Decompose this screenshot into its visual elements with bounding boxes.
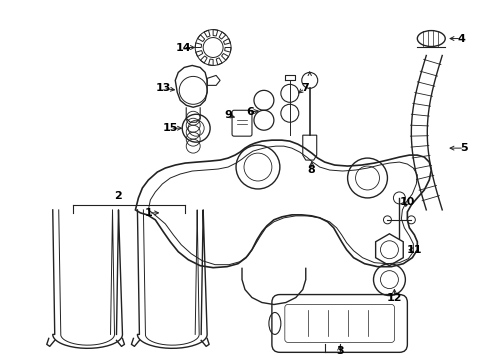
Text: 15: 15: [163, 123, 178, 133]
Text: 1: 1: [144, 208, 152, 218]
Text: 8: 8: [307, 165, 315, 175]
Text: 10: 10: [399, 197, 414, 207]
Text: 12: 12: [386, 293, 401, 302]
Text: 4: 4: [456, 33, 464, 44]
Text: 5: 5: [459, 143, 467, 153]
Text: 9: 9: [224, 110, 231, 120]
Text: 11: 11: [406, 245, 421, 255]
Text: 3: 3: [335, 346, 343, 356]
Text: 6: 6: [245, 107, 253, 117]
Text: 7: 7: [300, 84, 308, 93]
Text: 14: 14: [175, 42, 191, 53]
Text: 2: 2: [114, 191, 122, 201]
Text: 13: 13: [155, 84, 171, 93]
